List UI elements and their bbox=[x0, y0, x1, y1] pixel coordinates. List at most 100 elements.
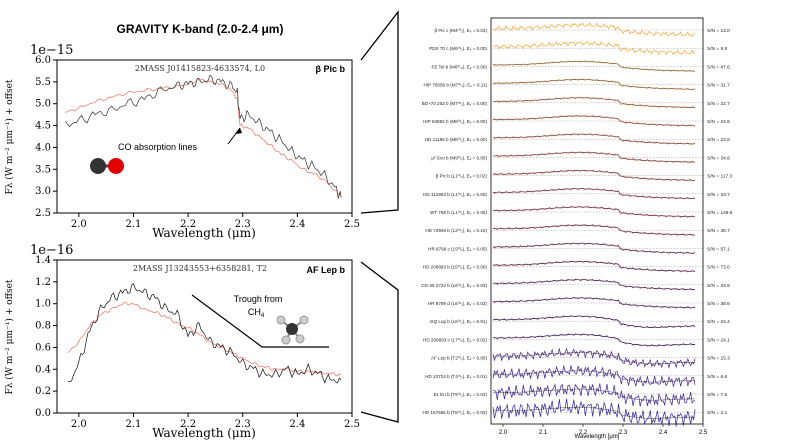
model-line bbox=[493, 261, 696, 272]
snr-label: S/N = 47.6 bbox=[707, 64, 730, 70]
object-label: HD 206893 b (L5⁰¹₁), Eᵥ = 0.00) bbox=[423, 265, 488, 270]
model-line bbox=[493, 224, 696, 236]
object-label: β Pic b (L1⁰¹₁), Eᵥ = 0.02) bbox=[436, 174, 488, 179]
y-tick-label: 3.0 bbox=[35, 186, 51, 197]
model-line bbox=[493, 388, 695, 401]
y-tick-label: 4.5 bbox=[35, 121, 51, 132]
object-label: PZ Tel b (M6⁰¹₀), Eᵥ = 0.00) bbox=[431, 64, 487, 69]
object-label: β Pic c (M4⁰³₂), Eᵥ = 0.03) bbox=[434, 28, 487, 33]
model-line bbox=[493, 352, 695, 364]
object-label: HD 167665 b (T6⁰¹₁), Eᵥ = 0.03) bbox=[423, 410, 488, 415]
snr-label: S/N = 7.6 bbox=[707, 392, 727, 398]
co-molecule-icon bbox=[90, 158, 124, 174]
snr-label: S/N = 38.6 bbox=[707, 301, 730, 307]
y-tick-label: 5.5 bbox=[35, 77, 51, 88]
snr-label: S/N = 13.0 bbox=[707, 28, 730, 34]
spectrum-line bbox=[492, 347, 696, 369]
annotation-arrow bbox=[227, 127, 241, 145]
x-tick-label: 2.2 bbox=[579, 430, 588, 436]
plot-frame bbox=[56, 259, 353, 414]
snr-label: S/N = 24.4 bbox=[707, 319, 730, 325]
x-tick-label: 2.4 bbox=[289, 219, 305, 230]
object-label: AF Lep b (T2⁰¹₁), Eᵥ = 0.00) bbox=[431, 356, 488, 361]
model-line bbox=[493, 315, 695, 328]
af-lep-b-panel: 1e−16 2MASS J13243553+6358281, T2 AF Lep… bbox=[4, 243, 360, 440]
snr-label: S/N = 24.6 bbox=[707, 119, 730, 125]
spectrum-line bbox=[67, 283, 342, 384]
spectrum-line bbox=[65, 78, 342, 196]
snr-label: S/N = 33.6 bbox=[707, 283, 730, 289]
spectrum-line bbox=[492, 365, 696, 388]
spectrum-line bbox=[64, 74, 342, 199]
snr-label: S/N = 149.6 bbox=[707, 210, 733, 216]
y-exponent: 1e−16 bbox=[30, 243, 73, 258]
model-line bbox=[493, 370, 695, 383]
x-axis-label: Wavelength (μm) bbox=[152, 226, 256, 240]
spectra bbox=[67, 283, 342, 384]
y-axis-label: Fλ (W m⁻² μm⁻¹) + offset bbox=[4, 79, 15, 194]
object-label: BD+70 263 b (M7⁰¹₁), Eᵥ = 0.00) bbox=[422, 101, 488, 106]
co-annotation: CO absorption lines bbox=[118, 142, 198, 152]
snr-label: S/N = 22.7 bbox=[707, 101, 730, 107]
spectrum-line bbox=[492, 383, 696, 407]
model-line bbox=[493, 97, 696, 108]
snr-label: S/N = 57.1 bbox=[707, 246, 730, 252]
x-tick-label: 2.3 bbox=[235, 419, 251, 430]
object-label: HD 206893 c (L7⁰¹₁), Eᵥ = 0.02) bbox=[423, 337, 487, 342]
plot-frame bbox=[56, 59, 353, 214]
x-tick-label: 2.1 bbox=[126, 419, 142, 430]
ch4-annotation: Trough from bbox=[234, 294, 283, 304]
y-tick-label: 0.4 bbox=[35, 364, 51, 375]
snr-label: S/N = 9.9 bbox=[707, 46, 727, 52]
y-tick-label: 5.0 bbox=[35, 99, 51, 110]
model-line bbox=[493, 170, 696, 181]
panel-subtitle: 2MASS J01415823-4633574, L0 bbox=[135, 64, 265, 73]
snr-label: S/N = 117.3 bbox=[707, 174, 732, 180]
object-label: HD 13724 b (T4⁰¹₁), Eᵥ = 0.01) bbox=[425, 374, 487, 379]
model-line bbox=[493, 61, 696, 72]
model-line bbox=[493, 115, 696, 126]
x-tick-label: 2.2 bbox=[180, 419, 196, 430]
ch4-subscript: 4 bbox=[261, 313, 265, 319]
x-tick-label: 2.0 bbox=[71, 219, 87, 230]
spectral-sequence: β Pic c (M4⁰³₂), Eᵥ = 0.03) S/N = 13.0 PDS… bbox=[421, 22, 733, 436]
plot-frame bbox=[490, 17, 704, 425]
object-label: HIP 64892 b (M8⁰¹₁), Eᵥ = 0.00) bbox=[423, 119, 487, 124]
x-tick-label: 2.1 bbox=[539, 430, 548, 436]
object-label: 51 Eri b (T5⁰¹₁), Eᵥ = 0.04) bbox=[434, 392, 488, 397]
panel-subtitle: 2MASS J13243553+6358281, T2 bbox=[133, 264, 267, 273]
x-tick-label: 2.4 bbox=[659, 430, 668, 436]
zoom-connector-top bbox=[360, 10, 399, 214]
object-label: HD 11155 b (M8⁰¹₁), Eᵥ = 0.00) bbox=[425, 137, 488, 142]
spectrum-line bbox=[492, 398, 696, 427]
snr-label: S/N = 34.8 bbox=[707, 155, 730, 161]
y-tick-label: 1.2 bbox=[35, 277, 51, 288]
object-label: WT 766 b (L1⁰¹₁), Eᵥ = 0.05) bbox=[430, 210, 487, 215]
object-label: PDS 70 c (M6⁰¹₁), Eᵥ = 0.00) bbox=[429, 46, 487, 51]
object-label: GQ Lup b (L6⁰¹₁), Eᵥ = 0.01) bbox=[430, 319, 488, 324]
y-tick-label: 2.5 bbox=[35, 208, 51, 219]
snr-label: S/N = 73.0 bbox=[707, 265, 730, 271]
spectrum-line bbox=[492, 260, 696, 273]
snr-label: S/N = 23.8 bbox=[707, 137, 730, 143]
model-line bbox=[493, 133, 696, 145]
y-axis-label: Fλ (W m⁻² μm⁻¹) + offset bbox=[4, 279, 15, 394]
object-label: CD-35 2722 b (L6⁰¹₁), Eᵥ = 0.03) bbox=[421, 283, 487, 288]
snr-label: S/N = 6.6 bbox=[707, 374, 727, 380]
object-label: HR 8799 c (L5⁰¹₁), Eᵥ = 0.05) bbox=[428, 246, 487, 251]
snr-label: S/N = 35.7 bbox=[707, 228, 730, 234]
x-tick-label: 2.2 bbox=[180, 219, 196, 230]
snr-label: S/N = 33.7 bbox=[707, 192, 730, 198]
spectral-sequence-panel: β Pic c (M4⁰³₂), Eᵥ = 0.03) S/N = 13.0 PDS… bbox=[421, 17, 733, 440]
model-line bbox=[493, 206, 696, 217]
beta-pic-b-panel: 1e−15 2MASS J01415823-4633574, L0 β Pic … bbox=[4, 43, 360, 240]
object-label: HD 112863 b (L1⁰¹₁), Eᵥ = 0.00) bbox=[423, 192, 487, 197]
y-tick-label: 0.8 bbox=[35, 321, 51, 332]
axis-ticks: 2.0 2.1 2.2 2.3 2.4 2.5 2.5 3.0 3.5 4.0 4.5 5.0 5.5 6… bbox=[35, 55, 360, 230]
x-tick-label: 2.4 bbox=[289, 419, 305, 430]
y-tick-label: 1.4 bbox=[35, 255, 51, 266]
object-label: μ² Sco b (M9⁰¹₁), Eᵥ = 0.00) bbox=[431, 155, 487, 160]
axis-ticks: 2.0 2.1 2.2 2.3 2.4 2.5 0.0 0.2 0.4 0.6 0.8 1.0 1.2 1… bbox=[35, 255, 360, 430]
spectrum-line bbox=[492, 151, 696, 164]
